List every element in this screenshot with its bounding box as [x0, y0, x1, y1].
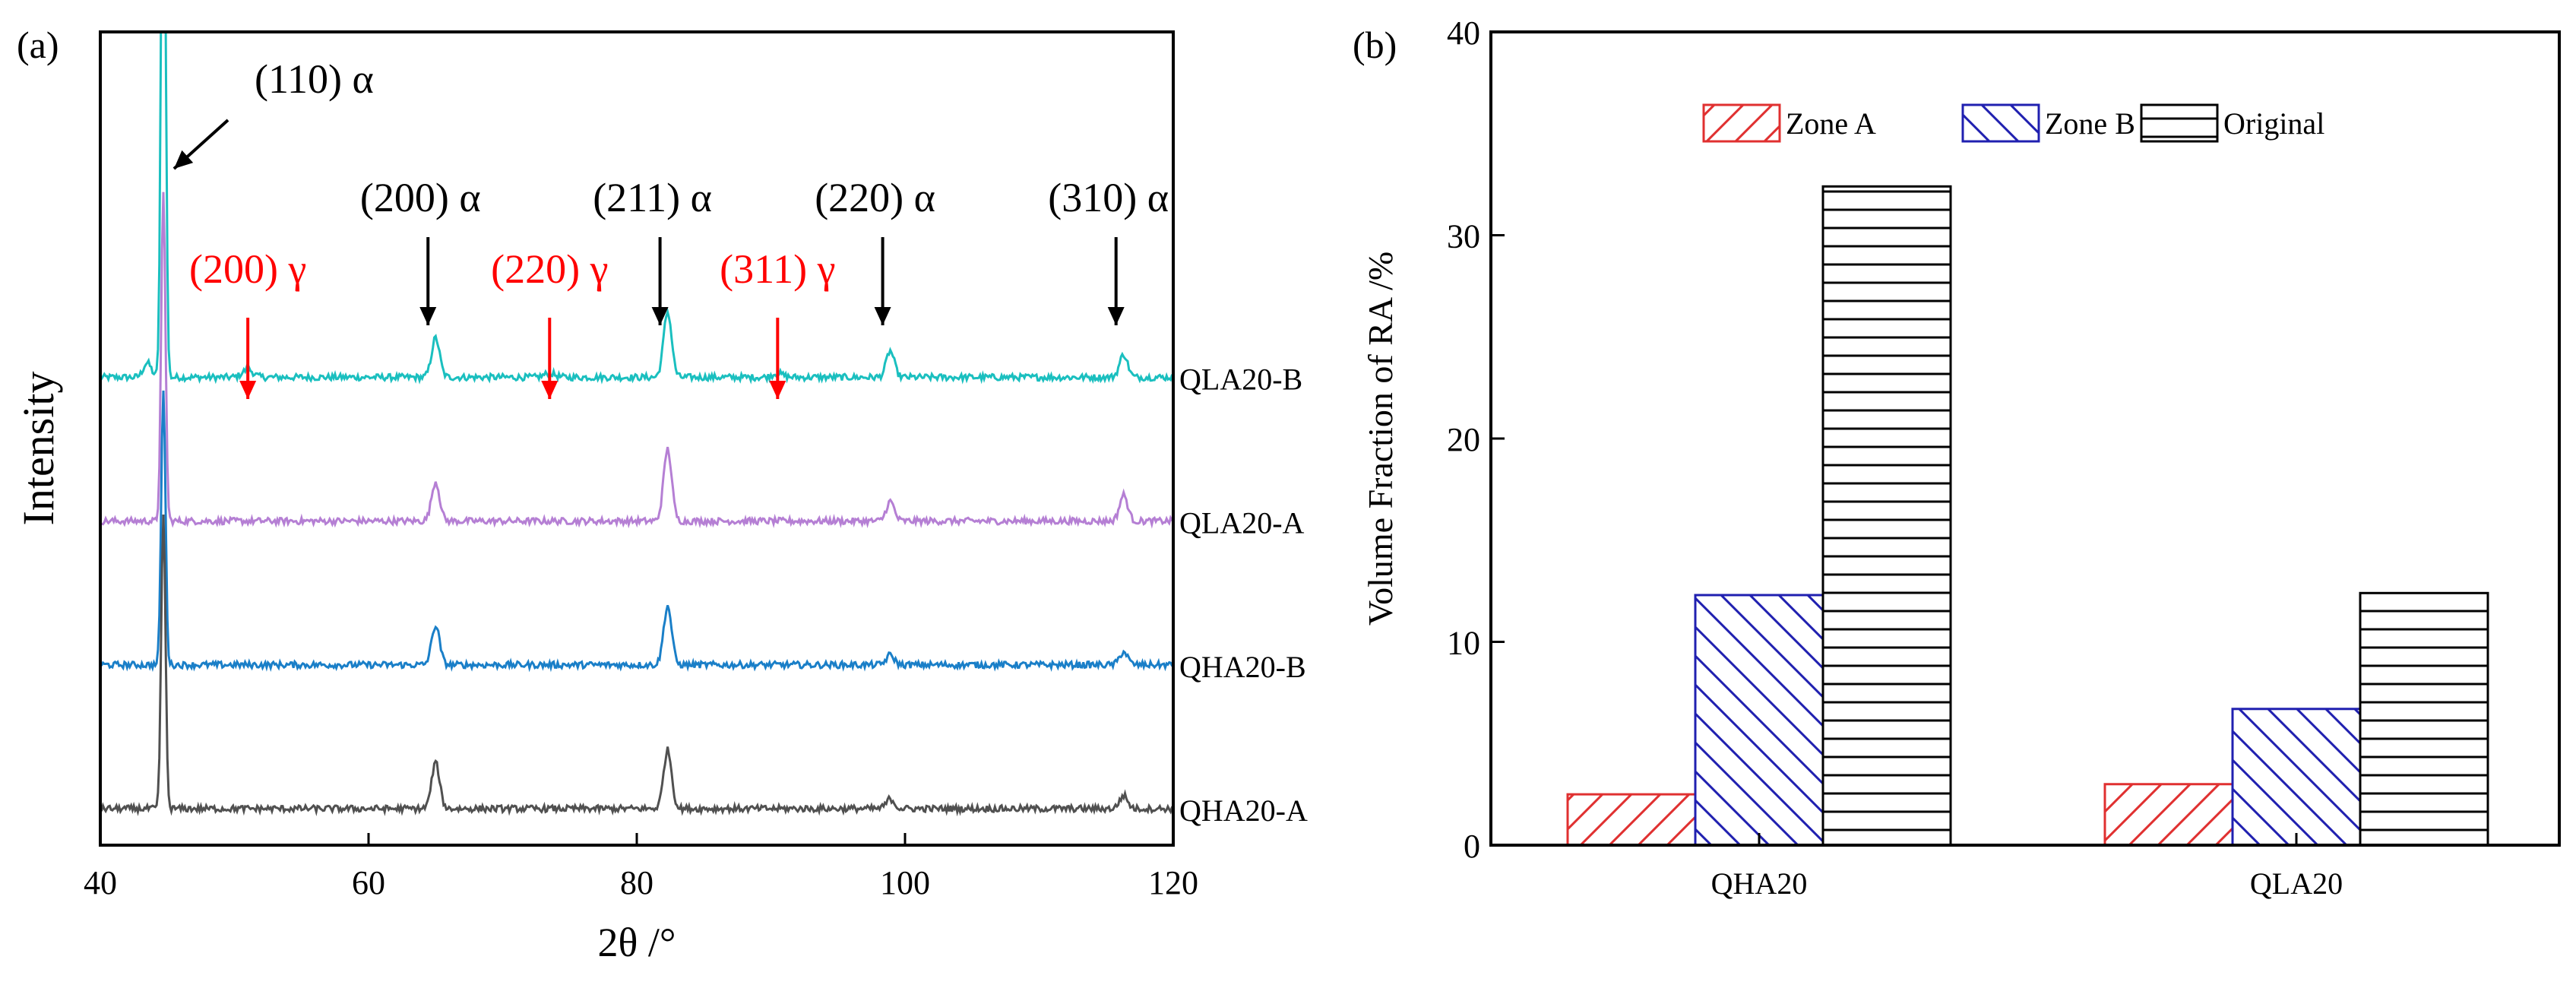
x-tick-label-a: 120 — [1148, 864, 1198, 901]
annotation-arrowhead — [541, 381, 559, 399]
legend-swatch-zone-b — [1961, 103, 2040, 143]
series-qla20-a — [100, 192, 1173, 529]
peak-label-310: (310) α — [1048, 175, 1169, 220]
bar-zone-b-qha20 — [1694, 594, 1824, 847]
bar-original-qla20 — [2359, 591, 2489, 847]
bar-original-qha20 — [1821, 185, 1952, 847]
series-label-qha20-a: QHA20-A — [1179, 793, 1308, 828]
panel-a-label: (a) — [17, 24, 59, 66]
y-tick-label-b: 40 — [1447, 14, 1480, 52]
y-axis-label-a: Intensity — [14, 372, 63, 526]
peak-label-200: (200) α — [360, 175, 481, 220]
annotation-arrowhead — [769, 381, 786, 399]
x-tick-label-qla20: QLA20 — [2250, 866, 2343, 901]
legend-label-zone-b: Zone B — [2045, 106, 2135, 141]
y-tick-label-b: 10 — [1447, 625, 1480, 662]
legend-label-zone-a: Zone A — [1786, 106, 1876, 141]
annotation-arrowhead — [419, 307, 437, 325]
x-tick-label-a: 60 — [352, 864, 385, 901]
annotation-arrowhead — [1107, 307, 1125, 325]
annotation-arrowhead — [239, 381, 257, 399]
legend-label-original: Original — [2223, 106, 2324, 141]
panel-b-label: (b) — [1353, 24, 1397, 66]
legend-swatch-original — [2140, 103, 2219, 143]
annotation-arrowhead — [874, 307, 891, 325]
peak-label-311: (311) γ — [720, 246, 835, 292]
series-qha20-a — [100, 514, 1173, 817]
x-tick-label-qha20: QHA20 — [1711, 866, 1808, 901]
peak-label-211: (211) α — [593, 175, 712, 220]
panel-b-bar: (b) 0 10 20 30 40 QHA20 QLA20 Zone A Zone B Orig… — [1353, 14, 2561, 901]
bar-zone-a-qla20 — [2103, 783, 2234, 847]
series-label-qla20-b: QLA20-B — [1179, 362, 1302, 396]
annotation-arrowhead — [651, 307, 669, 325]
y-tick-label-b: 0 — [1464, 828, 1480, 865]
peak-label-220: (220) α — [815, 175, 935, 220]
bar-zone-b-qla20 — [2231, 708, 2362, 847]
y-axis-label-b: Volume Fraction of RA /% — [1361, 252, 1400, 626]
peak-label-110: (110) α — [255, 56, 374, 102]
x-tick-label-a: 80 — [620, 864, 653, 901]
panel-a-frame — [99, 30, 1175, 847]
series-label-qha20-b: QHA20-B — [1179, 650, 1306, 684]
peak-label-220: (220) γ — [491, 246, 608, 292]
peak-label-200: (200) γ — [189, 246, 306, 292]
x-tick-label-a: 40 — [84, 864, 117, 901]
series-label-qla20-a: QLA20-A — [1179, 506, 1305, 540]
annotation-arrowhead — [173, 150, 194, 169]
legend-swatch-zone-a — [1702, 103, 1781, 143]
y-tick-label-b: 20 — [1447, 421, 1480, 458]
x-axis-label-a: 2θ /° — [598, 920, 676, 965]
series-qla20-b — [100, 32, 1173, 385]
panel-a-xrd: (a) 40 60 80 100 120 (110) α (200) α (211) α (2… — [14, 24, 1308, 965]
series-qha20-b — [100, 390, 1173, 673]
y-tick-label-b: 30 — [1447, 218, 1480, 255]
x-tick-label-a: 100 — [880, 864, 930, 901]
bar-zone-a-qha20 — [1566, 793, 1697, 847]
